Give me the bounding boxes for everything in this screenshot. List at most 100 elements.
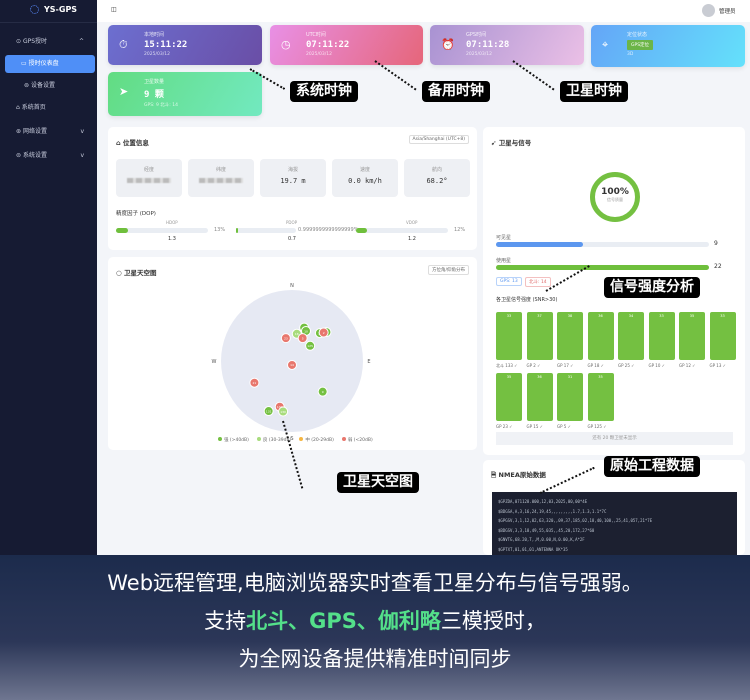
sky-plot: NESW810171221651252314219133130131: [212, 283, 371, 442]
sidebar-item-network[interactable]: ⊛ 网络设置 v: [8, 123, 92, 141]
satellite-marker[interactable]: 125: [305, 340, 316, 351]
satellite-dot[interactable]: [287, 359, 297, 370]
used-bar: [496, 265, 709, 270]
value: 07:11:28: [466, 40, 510, 50]
satellite-dot[interactable]: [278, 406, 289, 417]
local-time-card: ⏱ 本地时间 15:11:22 2025/03/12: [108, 25, 262, 65]
label: GPS授时: [22, 38, 48, 45]
satellite-signal-bar[interactable]: 36: [526, 373, 553, 421]
legend-label: 良 (30-39dB): [262, 438, 292, 443]
dop-bar: [116, 228, 208, 233]
satellite-signal-bar[interactable]: 33: [709, 312, 736, 360]
nmea-line: $GPGSV,3,1,12,02,63,320,,09,37,185,02,18…: [498, 518, 653, 523]
text: 支持: [204, 609, 247, 633]
snr-value: 37: [537, 314, 542, 318]
satellite-signal-bar[interactable]: 38: [557, 312, 583, 360]
snr-value: 34: [628, 314, 634, 318]
label: UTC时间: [306, 32, 326, 38]
more-satellites-note: 还有 20 颗卫星未显示: [496, 432, 733, 445]
logo-icon: [30, 5, 39, 14]
label: 系统首页: [21, 104, 46, 111]
stat-label: 航向: [431, 167, 442, 173]
sidebar-item-gps[interactable]: ⊙ GPS授时 ^: [8, 33, 92, 51]
nmea-line: $GPZDA,071128.000,12,03,2025,00,00*4E: [498, 499, 588, 504]
visible-count: 9: [714, 240, 718, 247]
dop-fill: [236, 228, 239, 233]
dop-bar: [356, 228, 448, 233]
snr-value: 36: [537, 375, 542, 379]
satellite-signal-bar[interactable]: 35: [587, 373, 614, 421]
avatar[interactable]: [702, 4, 715, 17]
satellite-id: 125: [307, 344, 313, 348]
date: 2025/03/12: [144, 52, 170, 57]
satellite-marker[interactable]: 130: [278, 406, 289, 417]
legend-dot-icon: [299, 437, 304, 441]
legend-label: 中 (20-29dB): [305, 438, 334, 443]
text: 三模授时，: [440, 609, 546, 633]
sidebar-item-device-settings[interactable]: ⊚ 设备设置: [24, 82, 55, 89]
satellite-label: GP 10 ✓: [648, 363, 666, 368]
dop-pct: 12%: [454, 227, 466, 233]
dop-name: HDOP: [166, 220, 178, 225]
sidebar-item-system[interactable]: ⊜ 系统设置 v: [8, 147, 92, 165]
panel-title: ○ 卫星天空图: [116, 269, 157, 277]
value: 07:11:22: [306, 40, 350, 50]
callout-signal: 信号强度分析: [604, 277, 700, 298]
alarm-clock-icon: ⏰: [441, 38, 455, 51]
satellite-marker[interactable]: 9: [317, 386, 328, 397]
highlight: 北斗、GPS、伽利略: [246, 609, 441, 633]
satellite-signal-bar[interactable]: 31: [557, 373, 583, 421]
satellite-marker[interactable]: 10: [301, 325, 312, 336]
value: 15:11:22: [144, 40, 188, 50]
satellite-signal-bar[interactable]: 35: [496, 373, 522, 421]
satellite-count-card: ➤ 卫星数量 9 颗 GPS: 9 北斗: 14: [108, 72, 262, 116]
sidebar-item-home[interactable]: ⌂ 系统首页: [16, 104, 46, 111]
nmea-line: $BDGSA,A,3,16,24,19,45,,,,,,,,,1.7,1.3,1…: [498, 508, 607, 514]
stat-value: 19.7 m: [280, 177, 306, 185]
satellite-label: GP 5 ✓: [557, 424, 571, 429]
label: GPS时间: [466, 32, 487, 38]
user-name[interactable]: 管理员: [719, 9, 736, 15]
satellite-dot[interactable]: [305, 340, 316, 351]
collapse-menu-icon[interactable]: ◫: [111, 6, 117, 13]
direction-label: E: [367, 359, 370, 365]
dop-name: VDOP: [406, 220, 418, 225]
satellite-dot[interactable]: [280, 333, 291, 344]
satellite-marker[interactable]: 5: [297, 333, 308, 344]
signal-quality-ring: 100% 信号质量: [590, 172, 640, 222]
value: 9 颗: [144, 90, 164, 100]
satellite-dot[interactable]: [318, 327, 329, 338]
label: 网络设置: [22, 128, 47, 135]
sidebar-item-dashboard[interactable]: ▭ 授时仪表盘: [5, 55, 95, 73]
skyview-panel: ○ 卫星天空图 方位角/仰角分布 NESW8101712216512523142…: [108, 257, 477, 450]
satellite-marker[interactable]: 131: [263, 406, 274, 417]
direction-label: S: [290, 436, 293, 442]
snr-value: 33: [659, 314, 664, 318]
satellite-label: GP 15 ✓: [526, 424, 544, 429]
satellite-marker[interactable]: 2: [318, 327, 329, 338]
satellite-signal-bar[interactable]: 33: [648, 312, 675, 360]
satellite-signal-bar[interactable]: 33: [496, 312, 522, 360]
satellite-dot[interactable]: [263, 406, 274, 417]
satellite-signal-bar[interactable]: 34: [618, 312, 644, 360]
satellite-signal-bar[interactable]: 36: [587, 312, 614, 360]
timezone-tag: Asia/Shanghai (UTC+8): [408, 135, 469, 144]
satellite-dot[interactable]: [317, 386, 328, 397]
satellite-signal-bar[interactable]: 37: [526, 312, 553, 360]
dop-value: 0.7: [288, 236, 296, 242]
satellite-label: 北斗 133 ✓: [496, 363, 518, 368]
legend-dot-icon: [218, 437, 222, 441]
constellation-counts: GPS: 9 北斗: 14: [144, 103, 178, 108]
satellite-dot[interactable]: [297, 333, 308, 344]
satellite-dot[interactable]: [249, 377, 260, 388]
panel-title: ➹ 卫星与信号: [491, 139, 532, 147]
nmea-console[interactable]: $GPZDA,071128.000,12,03,2025,00,00*4E $BD…: [492, 492, 737, 555]
satellite-marker[interactable]: 23: [280, 333, 291, 344]
dop-title: 精度因子 (DOP): [116, 211, 156, 217]
satellite-signal-bar[interactable]: 35: [679, 312, 705, 360]
satellite-marker[interactable]: 14: [287, 359, 297, 370]
date: 2025/03/12: [466, 52, 492, 57]
satellite-marker[interactable]: 21: [249, 377, 260, 388]
satellite-label: GP 17 ✓: [557, 363, 574, 368]
satellite-id: 10: [304, 329, 308, 333]
